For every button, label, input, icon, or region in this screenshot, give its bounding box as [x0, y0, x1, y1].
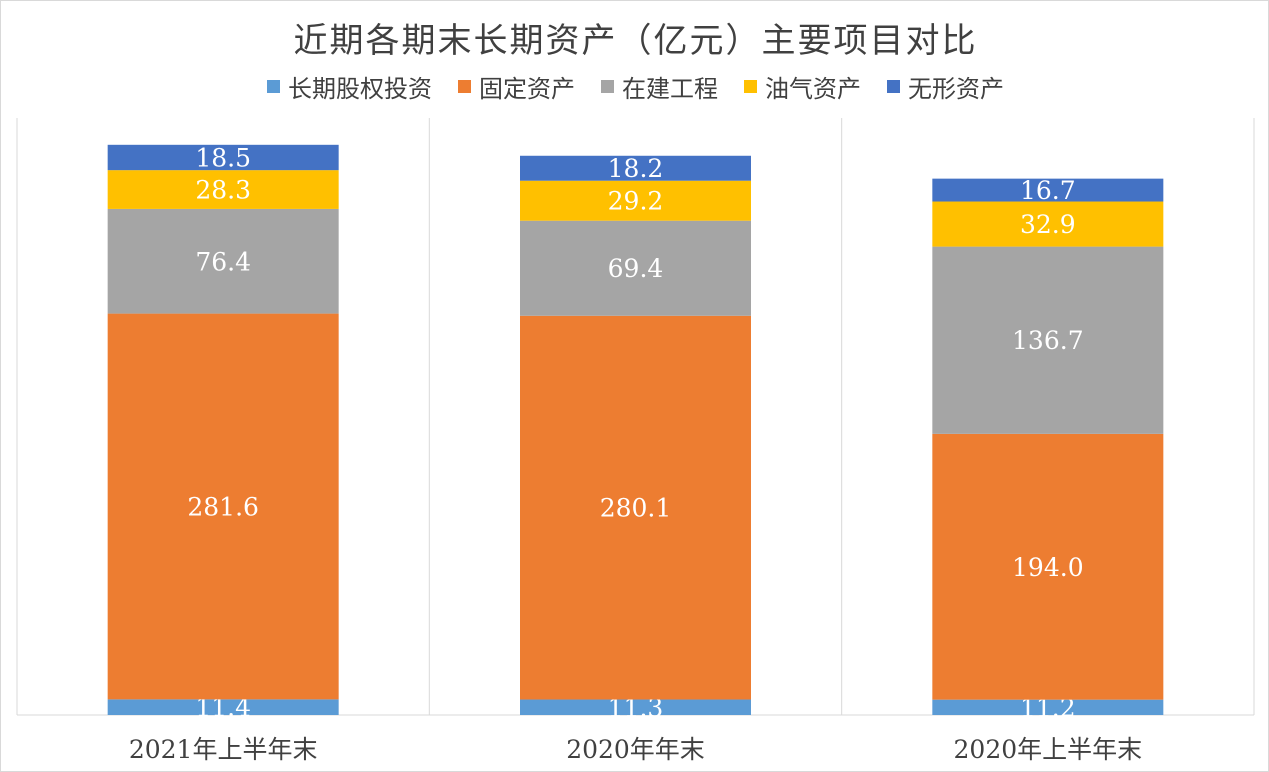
bar-segment-1-1 [520, 315, 751, 700]
chart-title: 近期各期末长期资产（亿元）主要项目对比 [293, 21, 978, 61]
data-label-0-2: 76.4 [195, 247, 251, 276]
bar-segment-0-2 [107, 208, 339, 314]
legend-swatch-2 [601, 80, 614, 93]
data-label-1-1: 280.1 [600, 494, 672, 523]
legend-swatch-3 [744, 80, 757, 93]
legend-item-2: 在建工程 [601, 69, 718, 104]
bar-segment-1-3 [520, 180, 751, 221]
legend: 长期股权投资 固定资产 在建工程 油气资产 无形资产 [1, 69, 1269, 104]
legend-item-1: 固定资产 [458, 69, 575, 104]
data-label-2-1: 194.0 [1012, 553, 1084, 582]
legend-label-4: 无形资产 [908, 75, 1004, 103]
data-label-1-3: 29.2 [608, 187, 664, 216]
bar-segment-2-0 [932, 699, 1164, 715]
data-label-2-3: 32.9 [1020, 210, 1076, 239]
legend-swatch-4 [887, 80, 900, 93]
bar-segment-1-4 [520, 155, 751, 181]
x-tick-label-0: 2021年上半年末 [129, 735, 318, 764]
legend-label-0: 长期股权投资 [288, 75, 432, 103]
bar-segment-1-0 [520, 699, 751, 715]
data-label-0-3: 28.3 [195, 176, 251, 205]
bar-segment-2-3 [932, 201, 1164, 247]
bar-segment-0-0 [107, 699, 339, 715]
data-label-0-4: 18.5 [195, 143, 251, 172]
legend-label-3: 油气资产 [765, 75, 861, 103]
bar-segment-0-3 [107, 170, 339, 209]
bar-segment-1-2 [520, 220, 751, 316]
data-label-2-4: 16.7 [1020, 176, 1076, 205]
legend-item-4: 无形资产 [887, 69, 1004, 104]
legend-item-3: 油气资产 [744, 69, 861, 104]
legend-label-2: 在建工程 [622, 75, 718, 103]
x-tick-label-2: 2020年上半年末 [954, 735, 1143, 764]
x-tick-label-1: 2020年年末 [566, 735, 705, 764]
bar-segment-0-4 [107, 144, 339, 171]
bar-segment-2-2 [932, 246, 1164, 434]
data-label-1-2: 69.4 [608, 254, 664, 283]
bar-segment-2-1 [932, 433, 1164, 700]
bar-segment-2-4 [932, 178, 1164, 202]
legend-label-1: 固定资产 [479, 75, 575, 103]
data-label-0-1: 281.6 [187, 492, 259, 521]
legend-item-0: 长期股权投资 [267, 69, 432, 104]
legend-swatch-1 [458, 80, 471, 93]
legend-swatch-0 [267, 80, 280, 93]
data-label-1-4: 18.2 [608, 154, 664, 183]
data-label-2-2: 136.7 [1012, 326, 1084, 355]
bar-segment-0-1 [107, 313, 339, 700]
